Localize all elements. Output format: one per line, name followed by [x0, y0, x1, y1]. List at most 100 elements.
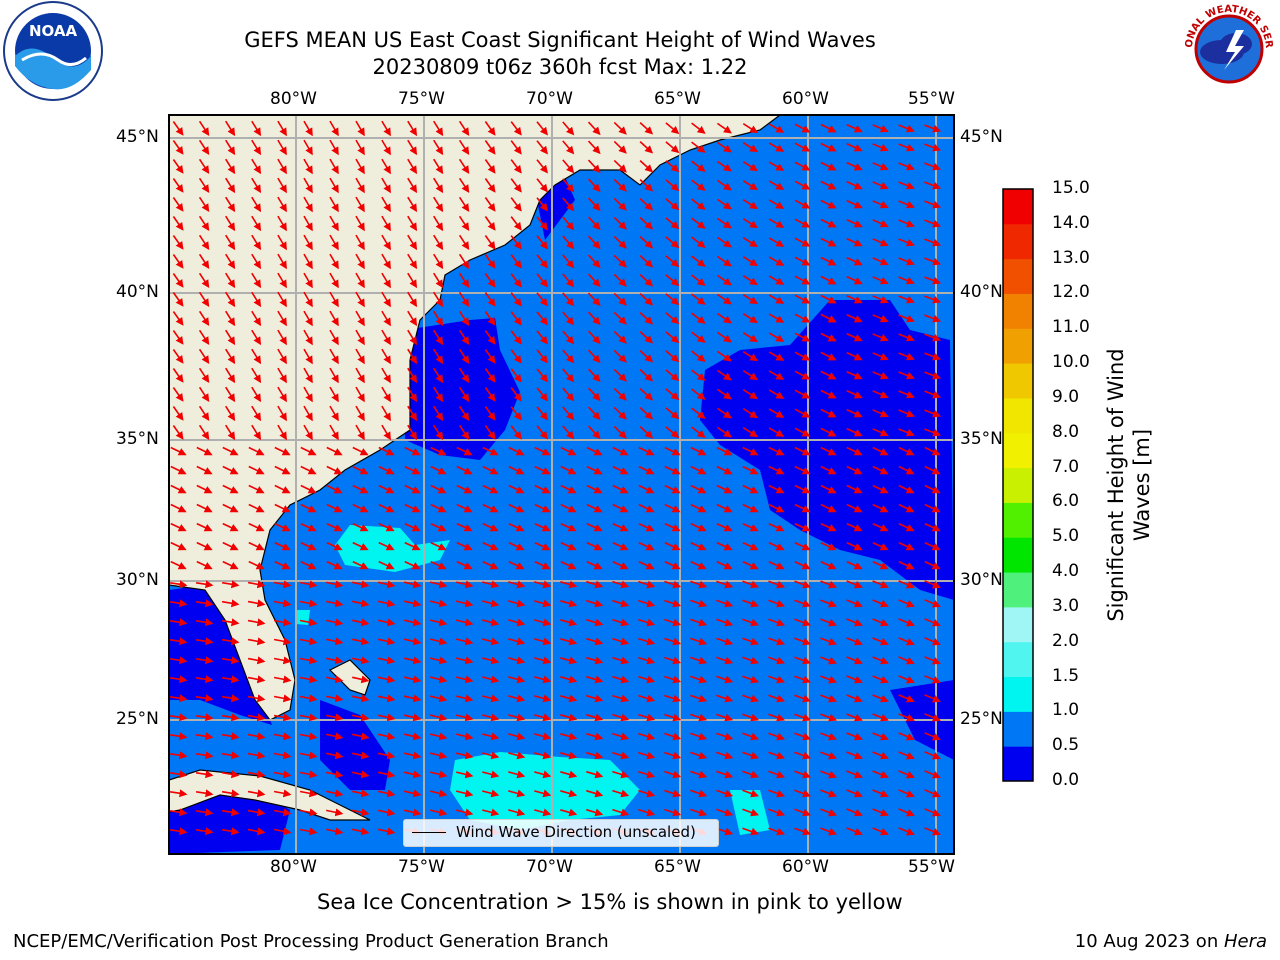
- wind-wave-arrow: [768, 332, 785, 342]
- wind-wave-arrow: [820, 275, 837, 285]
- wind-wave-arrow: [613, 140, 627, 154]
- wind-wave-arrow: [665, 293, 680, 306]
- wind-wave-arrow: [872, 295, 889, 304]
- wind-wave-arrow: [639, 312, 654, 325]
- wind-wave-arrow: [794, 484, 811, 494]
- wind-wave-arrow: [251, 234, 262, 251]
- wind-wave-arrow: [198, 291, 210, 308]
- wind-wave-arrow: [329, 253, 339, 270]
- wind-wave-arrow: [768, 123, 785, 133]
- wind-wave-arrow: [277, 310, 287, 327]
- wind-wave-arrow: [381, 120, 391, 137]
- wind-wave-arrow: [456, 808, 474, 817]
- wind-wave-arrow: [560, 732, 578, 741]
- wind-wave-arrow: [299, 789, 318, 798]
- wind-wave-arrow: [716, 465, 733, 475]
- wind-wave-arrow: [430, 808, 448, 817]
- wind-wave-arrow: [458, 215, 470, 232]
- wind-wave-arrow: [587, 197, 601, 212]
- wind-wave-arrow: [639, 255, 654, 268]
- wind-wave-arrow: [326, 694, 344, 703]
- wind-wave-arrow: [430, 599, 448, 608]
- wind-wave-arrow: [456, 618, 474, 627]
- lon-label-top: 60°W: [782, 89, 829, 109]
- wind-wave-arrow: [378, 618, 396, 627]
- wind-wave-arrow: [768, 294, 785, 304]
- wind-wave-arrow: [898, 200, 915, 209]
- noaa-logo-icon: NOAA: [2, 0, 104, 102]
- wind-wave-arrow: [586, 465, 603, 475]
- wind-wave-arrow: [378, 770, 396, 779]
- wind-wave-arrow: [251, 139, 262, 156]
- wind-wave-arrow: [274, 522, 291, 532]
- wind-wave-arrow: [560, 808, 578, 817]
- wind-wave-arrow: [691, 426, 706, 438]
- wind-wave-arrow: [430, 713, 448, 722]
- colorbar-cell: [1003, 328, 1033, 364]
- wind-wave-arrow: [534, 675, 552, 684]
- wind-wave-arrow: [872, 827, 889, 836]
- wind-wave-arrow: [924, 656, 941, 665]
- wind-wave-arrow: [898, 541, 915, 551]
- wind-wave-arrow: [251, 367, 262, 384]
- wind-wave-arrow: [225, 405, 236, 422]
- wind-wave-arrow: [665, 388, 680, 401]
- wind-wave-arrow: [924, 238, 941, 247]
- wind-wave-arrow: [846, 808, 863, 817]
- wind-wave-arrow: [407, 120, 418, 137]
- wind-wave-arrow: [329, 291, 339, 308]
- wind-wave-arrow: [277, 139, 287, 156]
- wind-wave-arrow: [872, 276, 889, 285]
- wind-wave-arrow: [169, 732, 188, 741]
- wind-wave-arrow: [638, 599, 656, 608]
- wind-wave-arrow: [484, 292, 496, 307]
- wind-wave-arrow: [407, 310, 418, 327]
- wind-wave-arrow: [716, 770, 734, 779]
- wind-wave-arrow: [247, 675, 266, 684]
- map-gridlines: [169, 115, 954, 854]
- wind-wave-arrow: [430, 446, 447, 456]
- wind-wave-arrow: [458, 386, 470, 403]
- wind-wave-arrow: [378, 656, 396, 665]
- wind-wave-arrow: [329, 424, 339, 441]
- wind-wave-arrow: [639, 274, 654, 287]
- wind-wave-arrow: [381, 310, 391, 327]
- footer-host: Hera: [1223, 931, 1267, 952]
- wind-wave-arrow: [742, 408, 759, 419]
- wind-wave-arrow: [352, 770, 370, 779]
- wind-wave-arrow: [169, 713, 188, 722]
- wind-wave-arrow: [768, 237, 785, 247]
- wind-wave-arrow: [612, 808, 630, 817]
- wind-wave-arrow: [820, 370, 837, 380]
- wind-wave-arrow: [560, 465, 577, 475]
- wind-wave-arrow: [560, 446, 577, 456]
- wind-wave-arrow: [299, 580, 318, 589]
- wind-wave-arrow: [794, 827, 811, 836]
- wind-wave-arrow: [222, 560, 239, 570]
- wind-wave-arrow: [225, 215, 236, 232]
- wind-wave-arrow: [846, 484, 863, 494]
- wind-wave-arrow: [251, 158, 262, 175]
- wind-wave-arrow: [716, 426, 732, 438]
- wind-wave-arrow: [433, 348, 444, 365]
- wind-wave-arrow: [326, 789, 344, 798]
- wind-wave-arrow: [303, 158, 313, 175]
- wind-wave-arrow: [898, 238, 915, 247]
- wind-wave-arrow: [484, 254, 496, 269]
- wind-wave-arrow: [794, 408, 811, 418]
- wind-wave-arrow: [407, 234, 418, 251]
- wind-wave-arrow: [378, 541, 395, 551]
- wind-wave-arrow: [794, 599, 811, 608]
- wind-wave-arrow: [172, 330, 184, 345]
- wind-wave-arrow: [196, 446, 213, 456]
- wind-wave-arrow: [612, 503, 629, 513]
- wind-wave-arrow: [430, 580, 448, 589]
- wind-wave-arrow: [742, 256, 759, 267]
- colorbar-tick-label: 12.0: [1052, 282, 1090, 303]
- wind-wave-arrow: [536, 216, 549, 231]
- wind-wave-arrow: [586, 694, 604, 703]
- wind-wave-arrow: [924, 333, 941, 342]
- wind-wave-arrow: [536, 197, 549, 212]
- lon-label-top: 75°W: [398, 89, 445, 109]
- wind-wave-arrow: [484, 273, 496, 288]
